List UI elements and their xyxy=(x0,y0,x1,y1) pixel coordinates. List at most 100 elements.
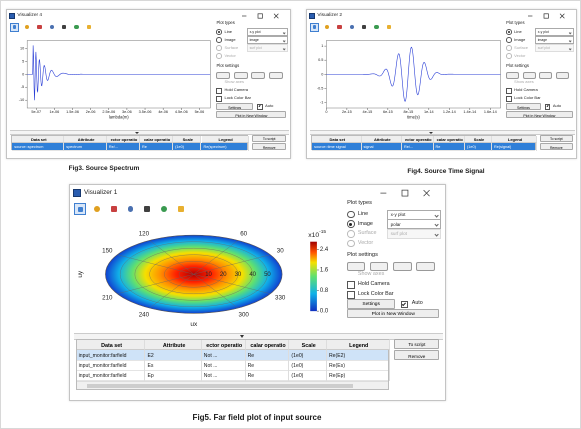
toolbar-button[interactable] xyxy=(35,23,44,32)
window-controls[interactable] xyxy=(238,10,286,22)
side-button[interactable]: To script xyxy=(252,134,287,142)
new-window-button[interactable]: Plot in New Window xyxy=(506,111,573,119)
side-button[interactable]: To script xyxy=(394,339,440,349)
settings-button[interactable]: Settings xyxy=(347,299,396,309)
table-cell: signal xyxy=(362,143,403,151)
plot-type-dropdown[interactable]: x-y plot xyxy=(246,28,288,36)
toolbar-button[interactable] xyxy=(125,203,137,215)
radio-button[interactable] xyxy=(347,230,355,238)
radio-button[interactable] xyxy=(347,220,355,229)
plot-type-dropdown[interactable]: surf plot xyxy=(246,44,288,52)
toolbar-button[interactable] xyxy=(23,23,32,32)
settings-icon-button[interactable] xyxy=(216,71,231,79)
angle-label: 60 xyxy=(240,230,247,237)
plot-type-dropdown[interactable]: polar xyxy=(387,219,442,230)
toolbar-button[interactable] xyxy=(175,203,187,215)
checkbox[interactable] xyxy=(347,281,355,289)
toolbar-button[interactable] xyxy=(91,203,103,215)
table-row[interactable]: input_monitor:farfield Es Not ... Re (1e0) Re… xyxy=(76,360,390,371)
settings-icon-button[interactable] xyxy=(370,261,389,272)
toolbar-button[interactable] xyxy=(72,23,81,32)
toolbar-button[interactable] xyxy=(310,22,319,32)
settings-icon-button[interactable] xyxy=(555,71,570,79)
settings-icon-button[interactable] xyxy=(251,71,266,79)
side-button[interactable]: Remove xyxy=(394,350,440,361)
settings-icon-button[interactable] xyxy=(393,261,412,272)
plot-type-dropdown[interactable]: image xyxy=(535,36,574,44)
checkbox[interactable] xyxy=(506,88,512,94)
x-tick-label: 5e-07 xyxy=(32,110,42,114)
radio-button[interactable] xyxy=(506,45,512,51)
plot-type-label: Surface xyxy=(514,45,528,51)
toolbar-button[interactable] xyxy=(335,23,344,32)
toolbar-button[interactable] xyxy=(158,203,170,215)
radio-button[interactable] xyxy=(347,210,355,219)
plot-type-dropdown[interactable]: image xyxy=(246,36,288,44)
list-divider[interactable] xyxy=(73,332,444,340)
toolbar-button[interactable] xyxy=(347,23,356,32)
table-cell: Not ... xyxy=(202,360,246,371)
column-header: calar operatio xyxy=(433,135,465,144)
table-cell: Re xyxy=(246,370,290,382)
settings-icon-button[interactable] xyxy=(416,261,435,272)
radio-button[interactable] xyxy=(506,29,512,35)
radio-button[interactable] xyxy=(216,53,223,59)
toolbar-button[interactable] xyxy=(74,203,87,216)
settings-icon-button[interactable] xyxy=(539,71,553,79)
settings-icon-button[interactable] xyxy=(268,71,283,79)
plot-type-dropdown[interactable]: x-y plot xyxy=(535,28,574,36)
toolbar-button[interactable] xyxy=(323,23,332,32)
window-controls[interactable] xyxy=(524,10,572,22)
table-row[interactable]: input_monitor:farfield E2 Not ... Re (1e0) Re… xyxy=(76,350,390,361)
window-controls[interactable] xyxy=(375,185,440,201)
plot-type-dropdown[interactable]: surf plot xyxy=(535,44,574,52)
settings-icon-button[interactable] xyxy=(506,71,520,79)
color-bar-multiplier: x10-15 xyxy=(308,229,326,239)
radio-button[interactable] xyxy=(347,239,355,248)
side-button[interactable]: Remove xyxy=(252,142,287,151)
toolbar-button[interactable] xyxy=(372,23,381,32)
radio-button[interactable] xyxy=(216,37,223,43)
x-axis-label: lambda(m) xyxy=(109,114,129,119)
radio-button[interactable] xyxy=(216,29,223,35)
angle-grid xyxy=(116,273,194,294)
checkbox[interactable] xyxy=(216,88,223,94)
table-row[interactable]: input_monitor:farfield Ep Not ... Re (1e0) Re… xyxy=(76,370,390,382)
settings-icon-button[interactable] xyxy=(233,71,248,79)
auto-checkbox[interactable] xyxy=(544,104,551,110)
toolbar-button[interactable] xyxy=(10,22,19,32)
table-cell: Re xyxy=(246,360,290,371)
scroll-bar[interactable] xyxy=(76,381,388,390)
radio-button[interactable] xyxy=(216,45,223,51)
plot-type-dropdown[interactable]: x-y plot xyxy=(387,209,442,220)
auto-checkbox[interactable] xyxy=(400,300,409,309)
new-window-button[interactable]: Plot in New Window xyxy=(347,309,440,319)
auto-checkbox[interactable] xyxy=(257,104,263,110)
radio-button[interactable] xyxy=(506,37,512,43)
toolbar-button[interactable] xyxy=(360,23,369,32)
x-tick-label: 2e-15 xyxy=(342,110,352,114)
settings-icon-button[interactable] xyxy=(522,71,536,79)
settings-button[interactable]: Settings xyxy=(216,103,253,111)
angle-grid xyxy=(193,273,270,294)
toolbar-button[interactable] xyxy=(60,23,69,32)
checkbox[interactable] xyxy=(506,96,512,102)
checkbox[interactable] xyxy=(216,96,223,102)
table-cell: (1e0) xyxy=(289,350,327,361)
side-button[interactable]: To script xyxy=(540,134,573,142)
toolbar-button[interactable] xyxy=(85,23,94,32)
side-button[interactable]: Remove xyxy=(540,142,573,151)
toolbar-button[interactable] xyxy=(141,203,153,215)
plot-type-dropdown[interactable]: surf plot xyxy=(387,228,442,239)
new-window-button[interactable]: Plot in New Window xyxy=(216,111,287,119)
radio-button[interactable] xyxy=(506,53,512,59)
toolbar-button[interactable] xyxy=(47,23,56,32)
toolbar-button[interactable] xyxy=(108,203,120,215)
settings-button[interactable]: Settings xyxy=(506,103,541,111)
settings-icon-button[interactable] xyxy=(347,261,366,272)
checkbox[interactable] xyxy=(347,290,355,299)
dropdown-value: polar xyxy=(390,221,401,227)
toolbar-button[interactable] xyxy=(385,23,394,32)
table-row[interactable]: source::time signal signal Re/... Re (1e0) Re… xyxy=(312,143,537,151)
table-row[interactable]: source::spectrum spectrum Re/... Re (1e0) Re(… xyxy=(12,143,249,151)
